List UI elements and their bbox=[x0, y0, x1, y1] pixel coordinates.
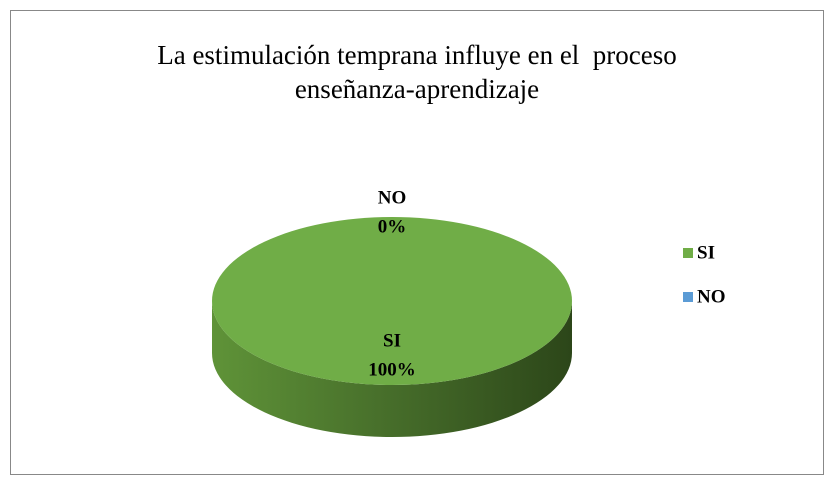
data-label-category: NO bbox=[378, 187, 407, 208]
legend-swatch bbox=[683, 248, 693, 258]
data-label: 100% bbox=[368, 359, 416, 380]
data-label: 0% bbox=[378, 216, 407, 237]
slice-side bbox=[212, 301, 572, 437]
legend-swatch bbox=[683, 292, 693, 302]
legend-label: SI bbox=[697, 242, 715, 263]
legend-label: NO bbox=[697, 286, 726, 307]
data-label-category: SI bbox=[383, 330, 401, 351]
chart-title: La estimulación temprana influye en el p… bbox=[157, 40, 684, 104]
slice bbox=[212, 217, 572, 385]
